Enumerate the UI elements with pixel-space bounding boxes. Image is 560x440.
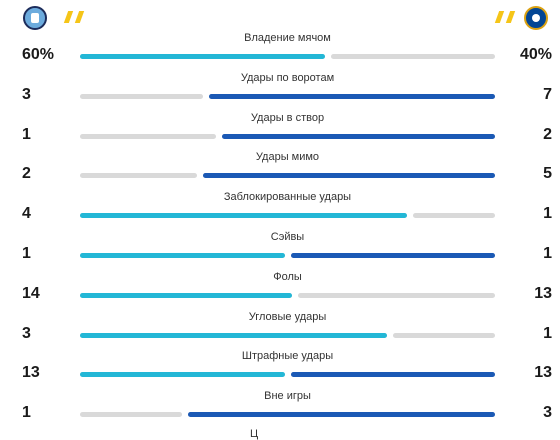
stat-row: Удары мимо 2 5	[0, 151, 560, 191]
stat-label: Угловые удары	[248, 310, 327, 323]
away-stat-value: 40%	[519, 46, 552, 63]
home-stat-bar	[80, 372, 285, 378]
away-stat-bar-fill	[290, 253, 495, 258]
home-stat-bar-fill	[80, 332, 387, 338]
stat-label: Владение мячом	[244, 32, 331, 44]
away-stat-bar-fill	[290, 372, 495, 378]
stat-row: Удары по воротам 3 7	[0, 72, 560, 112]
home-stat-bar-fill	[80, 253, 285, 258]
home-stat-value: 13	[22, 364, 40, 382]
stat-row: Удары в створ 1 2	[0, 112, 560, 152]
away-team-logo-icon[interactable]	[524, 6, 548, 30]
home-stat-value: 1	[22, 404, 31, 422]
stat-row: Владение мячом 60% 40%	[0, 32, 560, 72]
home-stat-value: 2	[22, 165, 31, 183]
stat-row: Заблокированные удары 4 1	[0, 191, 560, 231]
next-stat-label-partial: Ц	[250, 428, 259, 440]
away-stat-value: 1	[543, 324, 552, 342]
away-stat-bar	[331, 54, 495, 59]
home-stat-bar	[80, 332, 387, 338]
away-stat-value: 1	[543, 205, 552, 223]
home-stat-value: 4	[22, 205, 31, 223]
home-stat-value: 3	[22, 324, 31, 342]
home-stat-value: 3	[22, 85, 31, 103]
home-accent-slashes-icon	[63, 11, 88, 25]
stat-row: Фолы 14 13	[0, 271, 560, 311]
home-stat-value: 60%	[22, 46, 55, 63]
stat-row: Вне игры 1 3	[0, 390, 560, 430]
away-stat-bar-fill	[188, 412, 495, 418]
stat-label: Удары в створ	[250, 111, 325, 124]
away-stat-value: 2	[543, 125, 552, 143]
stat-row: Сэйвы 1 1	[0, 231, 560, 271]
away-stat-bar-fill	[202, 173, 495, 179]
away-stat-bar	[222, 133, 495, 139]
away-stat-bar	[208, 93, 495, 99]
away-stat-bar	[290, 253, 495, 258]
away-stat-bar	[290, 372, 495, 378]
home-stat-bar	[80, 213, 408, 219]
home-stat-bar-fill	[80, 292, 293, 298]
away-accent-slashes-icon	[494, 11, 519, 25]
match-header	[0, 0, 560, 36]
stat-label: Вне игры	[264, 390, 311, 403]
stat-label: Фолы	[273, 270, 302, 283]
stat-row: Штрафные удары 13 13	[0, 350, 560, 390]
stat-label: Удары по воротам	[240, 71, 335, 84]
home-team-logo-icon[interactable]	[23, 6, 47, 30]
away-stat-value: 5	[543, 165, 552, 183]
away-stat-bar	[202, 173, 495, 179]
home-stat-bar	[80, 253, 285, 258]
stat-row: Угловые удары 3 1	[0, 311, 560, 351]
away-stat-bar	[188, 412, 495, 418]
home-stat-value: 1	[22, 125, 31, 143]
home-stat-bar	[80, 173, 197, 179]
home-stat-value: 14	[22, 284, 40, 302]
home-stat-bar-fill	[80, 54, 326, 59]
away-stat-bar	[298, 292, 495, 298]
away-stat-bar	[413, 213, 495, 219]
away-stat-value: 1	[543, 245, 552, 262]
away-stat-bar	[392, 332, 495, 338]
home-stat-bar-fill	[80, 213, 408, 219]
home-stat-bar	[80, 54, 326, 59]
home-stat-bar	[80, 93, 203, 99]
home-stat-bar	[80, 412, 183, 418]
home-stat-bar	[80, 292, 293, 298]
stat-label: Удары мимо	[255, 151, 320, 164]
home-stat-bar-fill	[80, 372, 285, 378]
away-stat-bar-fill	[222, 133, 495, 139]
away-stat-value: 7	[543, 85, 552, 103]
home-stat-bar	[80, 133, 217, 139]
stat-label: Штрафные удары	[241, 350, 334, 363]
stat-label: Сэйвы	[270, 231, 305, 243]
stat-label: Заблокированные удары	[223, 191, 352, 204]
away-stat-value: 13	[534, 284, 552, 302]
home-stat-value: 1	[22, 245, 31, 262]
away-stat-bar-fill	[208, 93, 495, 99]
away-stat-value: 13	[534, 364, 552, 382]
away-stat-value: 3	[543, 404, 552, 422]
